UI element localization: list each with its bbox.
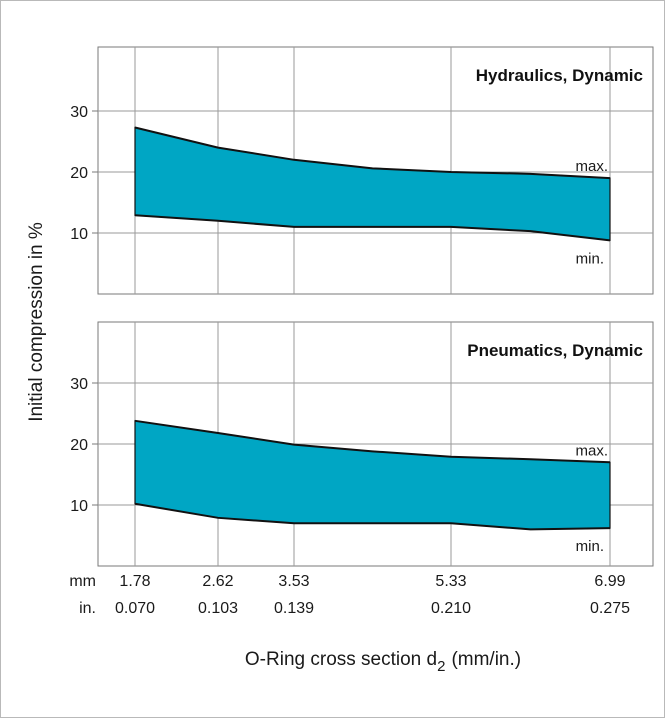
x-tick-label-in: 0.139 <box>274 600 314 617</box>
panel-2: 10 20 30 Pneumatics, Dynamic max. min. <box>70 321 654 567</box>
x-tick-label-mm: 6.99 <box>594 573 625 590</box>
x-unit-mm-label: mm <box>69 573 96 590</box>
min-label: min. <box>576 538 604 555</box>
x-tick-labels: 1.78 0.070 2.62 0.103 3.53 0.139 5.33 0.210 6.99… <box>115 573 630 617</box>
max-label: max. <box>575 158 608 175</box>
y-tick-label: 30 <box>70 104 88 121</box>
y-tick-label: 10 <box>70 226 88 243</box>
x-tick-label-mm: 5.33 <box>435 573 466 590</box>
x-tick-label-mm: 3.53 <box>278 573 309 590</box>
y-axis-label: Initial compression in % <box>26 222 47 422</box>
y-tick-label: 20 <box>70 165 88 182</box>
panel-title: Hydraulics, Dynamic <box>476 66 643 85</box>
x-tick-label-in: 0.070 <box>115 600 155 617</box>
panel-title: Pneumatics, Dynamic <box>467 341 643 360</box>
x-axis-label-subscript: 2 <box>437 658 445 675</box>
min-label: min. <box>576 250 604 267</box>
x-axis-label-unit: (mm/in.) <box>451 649 521 670</box>
max-curve <box>134 419 611 464</box>
x-axis-label: O-Ring cross section d2 (mm/in.) <box>245 649 521 675</box>
y-tick-label: 20 <box>70 437 88 454</box>
y-tick-label: 10 <box>70 498 88 515</box>
x-unit-in-label: in. <box>79 600 96 617</box>
panel-1: 10 20 30 Hydraulics, Dynamic max. min. <box>70 46 654 295</box>
min-curve <box>134 502 611 531</box>
x-tick-label-in: 0.103 <box>198 600 238 617</box>
x-tick-label-mm: 1.78 <box>119 573 150 590</box>
chart-panels: 10 20 30 Hydraulics, Dynamic max. min. 10 20 30 P… <box>70 46 654 567</box>
y-tick-label: 30 <box>70 376 88 393</box>
max-label: max. <box>575 442 608 459</box>
max-curve <box>134 126 611 180</box>
x-axis-label-main: O-Ring cross section d <box>245 649 437 670</box>
x-tick-label-in: 0.210 <box>431 600 471 617</box>
x-tick-label-in: 0.275 <box>590 600 630 617</box>
min-curve <box>134 214 611 242</box>
x-tick-label-mm: 2.62 <box>202 573 233 590</box>
